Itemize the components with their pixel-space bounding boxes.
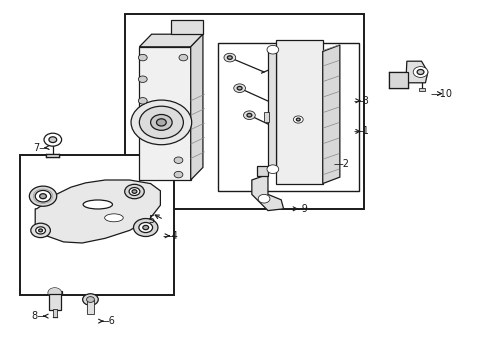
- Ellipse shape: [104, 214, 123, 222]
- Circle shape: [48, 288, 61, 298]
- Polygon shape: [35, 180, 160, 243]
- Circle shape: [133, 219, 158, 237]
- Bar: [418, 88, 425, 91]
- Ellipse shape: [83, 200, 112, 209]
- Polygon shape: [276, 40, 322, 184]
- Circle shape: [139, 222, 152, 233]
- Circle shape: [150, 114, 172, 130]
- Polygon shape: [322, 45, 339, 184]
- Circle shape: [29, 186, 57, 206]
- Circle shape: [243, 111, 255, 120]
- Text: —6: —6: [99, 316, 115, 326]
- Text: —9: —9: [292, 204, 307, 214]
- Bar: [53, 309, 57, 317]
- Circle shape: [258, 194, 269, 203]
- Circle shape: [293, 116, 303, 123]
- Circle shape: [36, 227, 45, 234]
- Circle shape: [227, 56, 232, 59]
- Polygon shape: [171, 20, 203, 34]
- Circle shape: [266, 165, 278, 174]
- Bar: [49, 294, 61, 310]
- Polygon shape: [405, 61, 427, 83]
- Circle shape: [31, 223, 50, 238]
- Circle shape: [39, 229, 42, 232]
- Text: 7—: 7—: [33, 143, 49, 153]
- Circle shape: [266, 45, 278, 54]
- Text: —3: —3: [353, 96, 368, 106]
- Bar: [87, 300, 94, 314]
- Text: —1: —1: [353, 126, 368, 136]
- Bar: [217, 43, 359, 191]
- Circle shape: [129, 188, 140, 195]
- Bar: [124, 14, 364, 209]
- Polygon shape: [267, 50, 276, 169]
- Circle shape: [233, 84, 245, 93]
- Circle shape: [49, 137, 57, 143]
- Text: 5: 5: [148, 215, 154, 225]
- Circle shape: [246, 113, 251, 117]
- Bar: [20, 155, 173, 295]
- Circle shape: [40, 194, 46, 199]
- Circle shape: [412, 67, 427, 77]
- Polygon shape: [139, 47, 190, 180]
- Circle shape: [174, 157, 183, 163]
- Polygon shape: [256, 166, 267, 176]
- Circle shape: [86, 297, 94, 302]
- Text: —2: —2: [333, 159, 349, 169]
- Circle shape: [142, 225, 148, 230]
- Circle shape: [44, 133, 61, 146]
- Circle shape: [139, 106, 183, 139]
- Circle shape: [224, 53, 235, 62]
- Circle shape: [131, 100, 191, 145]
- Circle shape: [179, 54, 187, 61]
- Circle shape: [82, 294, 98, 305]
- Polygon shape: [388, 72, 407, 88]
- Bar: [48, 291, 61, 294]
- Text: —4: —4: [163, 231, 178, 241]
- Circle shape: [138, 76, 147, 82]
- Text: —10: —10: [429, 89, 451, 99]
- Circle shape: [174, 171, 183, 178]
- Circle shape: [138, 54, 147, 61]
- Polygon shape: [139, 34, 203, 47]
- Polygon shape: [190, 34, 203, 180]
- Circle shape: [416, 69, 423, 75]
- Circle shape: [138, 98, 147, 104]
- Text: 8—: 8—: [32, 311, 47, 321]
- Circle shape: [156, 119, 166, 126]
- Polygon shape: [46, 154, 59, 157]
- Circle shape: [296, 118, 300, 121]
- Circle shape: [35, 190, 51, 202]
- Circle shape: [132, 190, 137, 193]
- Polygon shape: [251, 176, 283, 211]
- Circle shape: [237, 86, 242, 90]
- Circle shape: [124, 184, 144, 199]
- Bar: [264, 112, 268, 122]
